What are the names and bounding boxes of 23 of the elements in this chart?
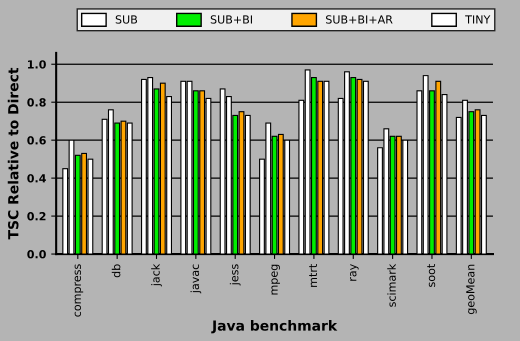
y-tick-label: 1.0: [28, 60, 46, 69]
x-tick-label: geoMean: [466, 264, 477, 314]
legend-label: TINY: [465, 15, 490, 24]
legend-label: SUB+BI: [210, 15, 252, 24]
y-tick-label: 0.8: [27, 98, 46, 107]
x-tick-label: mtrt: [309, 264, 317, 287]
x-tick-label: jess: [230, 264, 241, 286]
x-tick-label: mpeg: [271, 264, 280, 295]
x-tick-label: jack: [151, 264, 162, 286]
legend-label: SUB: [116, 15, 138, 24]
legend-label: SUB+BI+AR: [326, 15, 393, 24]
x-axis-title: Java benchmark: [211, 320, 338, 334]
x-tick-label: db: [112, 264, 120, 278]
x-tick-label: javac: [190, 264, 202, 294]
y-axis-title: TSC Relative to Direct: [8, 68, 19, 240]
x-tick-label: soot: [427, 264, 436, 287]
x-tick-label: ray: [350, 264, 359, 281]
x-tick-label: compress: [74, 264, 84, 317]
x-tick-label: scimark: [387, 264, 396, 307]
y-tick-label: 0.6: [27, 136, 46, 145]
y-tick-label: 0.0: [27, 250, 46, 258]
y-tick-label: 0.4: [27, 174, 46, 183]
y-tick-label: 0.2: [27, 212, 46, 220]
